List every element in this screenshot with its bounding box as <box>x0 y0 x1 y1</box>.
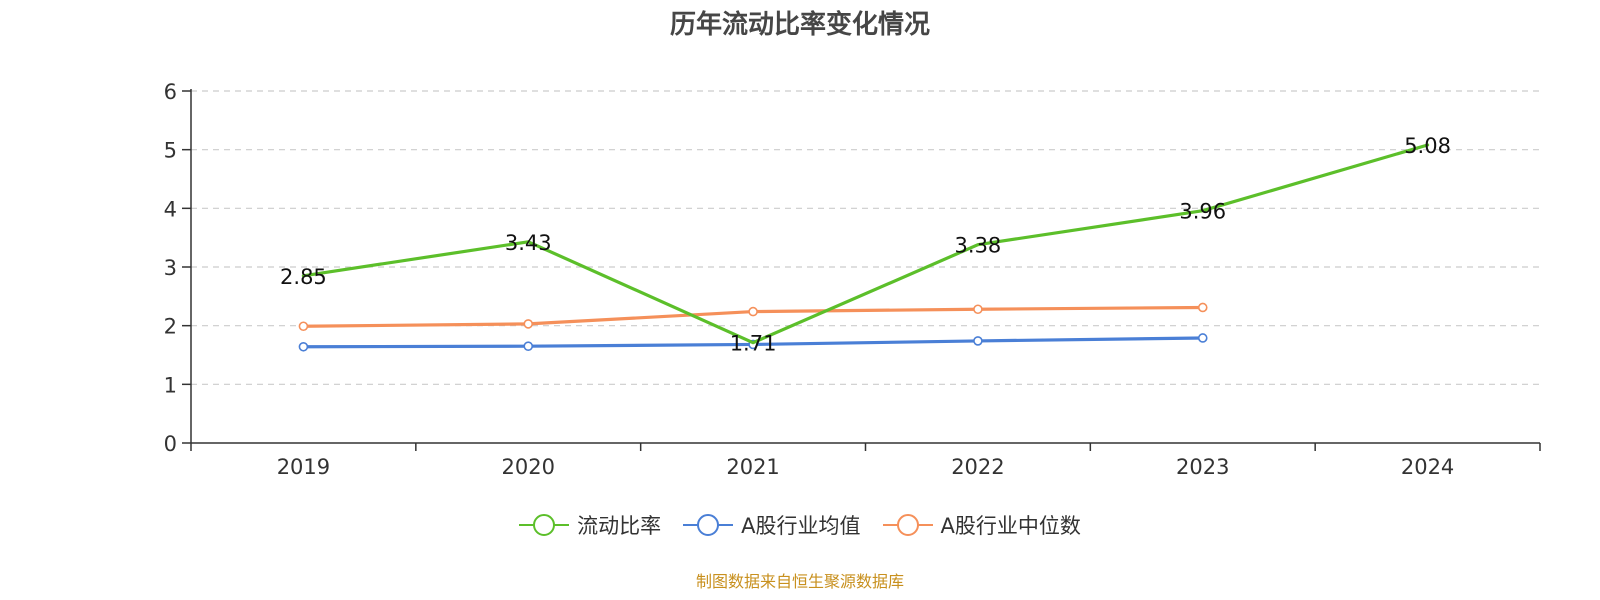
legend-swatch <box>519 513 570 537</box>
y-tick-label: 3 <box>164 256 177 280</box>
series-point-1 <box>523 341 534 352</box>
y-tick-label: 4 <box>164 197 177 221</box>
series-point-2 <box>298 321 309 332</box>
legend-marker <box>697 514 720 536</box>
x-tick-label: 2023 <box>1176 455 1229 479</box>
data-label: 1.71 <box>730 332 777 356</box>
legend-swatch <box>683 513 734 537</box>
legend-item[interactable]: 流动比率 <box>519 510 661 540</box>
series-point-2 <box>973 304 983 315</box>
series-point-2 <box>748 306 758 317</box>
series-point-2 <box>1197 302 1208 313</box>
legend-marker <box>533 514 556 536</box>
legend-label: A股行业均值 <box>741 514 861 538</box>
legend-label: A股行业中位数 <box>940 514 1081 538</box>
x-tick-label: 2020 <box>502 455 555 479</box>
series-line-0 <box>301 143 1430 345</box>
y-tick-label: 2 <box>164 315 177 339</box>
source-note: 制图数据来自恒生聚源数据库 <box>695 572 904 591</box>
x-tick-label: 2022 <box>951 455 1004 479</box>
data-label: 5.08 <box>1404 134 1451 158</box>
series-point-1 <box>973 336 983 346</box>
x-tick-label: 2019 <box>277 455 330 479</box>
series-point-1 <box>298 341 309 352</box>
legend: 流动比率 A股行业均值 A股行业中位数 <box>0 510 1600 540</box>
legend-marker <box>896 514 919 536</box>
y-tick-label: 5 <box>164 139 177 163</box>
data-label: 3.38 <box>955 234 1002 258</box>
y-tick-label: 1 <box>164 373 177 397</box>
data-label: 2.85 <box>280 265 327 289</box>
line-chart: 0 1 2 3 4 5 6 2019 2020 2021 2022 2023 2024 2.85 3.43 1… <box>164 80 1541 479</box>
y-tick-label: 0 <box>164 432 177 456</box>
data-label: 3.96 <box>1179 200 1226 224</box>
legend-label: 流动比率 <box>577 514 662 538</box>
chart-title: 历年流动比率变化情况 <box>669 10 930 40</box>
legend-swatch <box>882 513 933 537</box>
x-tick-label: 2021 <box>726 455 779 479</box>
data-label: 3.43 <box>505 231 552 255</box>
series-point-2 <box>523 319 534 329</box>
legend-item[interactable]: A股行业中位数 <box>882 510 1081 540</box>
y-tick-label: 6 <box>164 80 177 104</box>
legend-item[interactable]: A股行业均值 <box>683 510 861 540</box>
x-tick-label: 2024 <box>1401 455 1454 479</box>
series-point-1 <box>1197 333 1208 343</box>
